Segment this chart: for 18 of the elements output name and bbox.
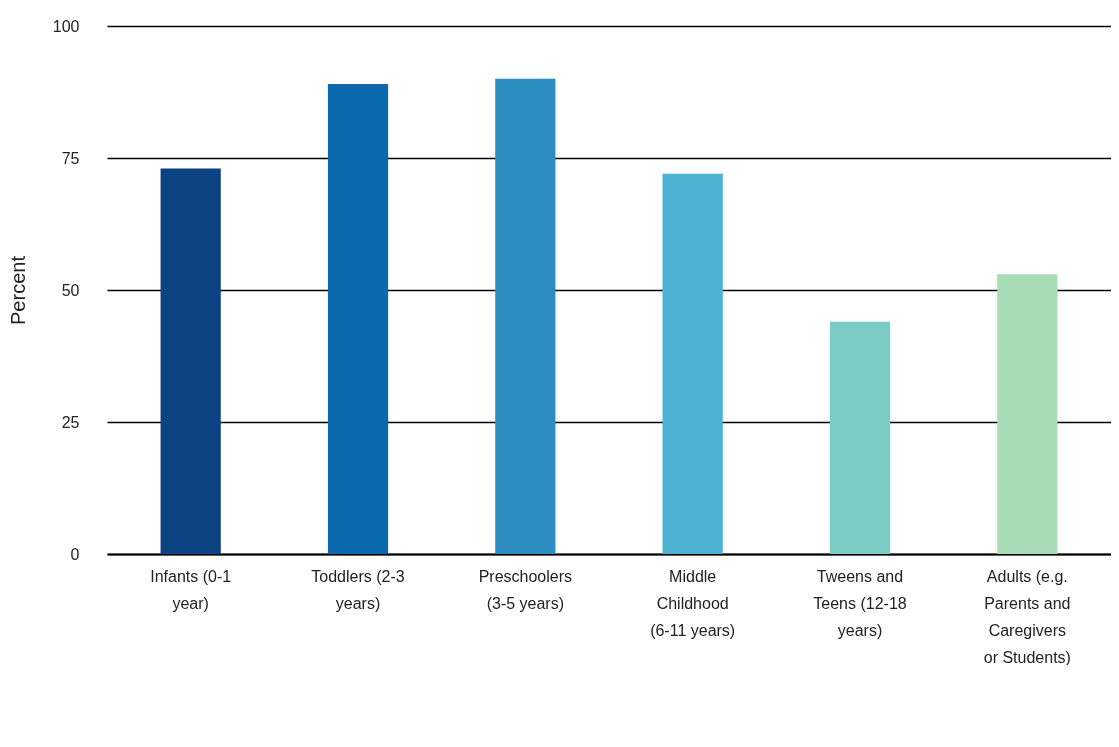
y-tick-label: 75 — [61, 149, 80, 167]
y-axis-title: Percent — [6, 255, 29, 325]
x-tick-label: Preschoolers (3-5 years) — [478, 567, 573, 612]
bar — [829, 321, 891, 554]
x-tick-label: Tweens and Teens (12-18 years) — [813, 567, 907, 639]
x-tick-label: Toddlers (2-3 years) — [311, 567, 405, 612]
x-tick-label: Middle Childhood (6-11 years) — [650, 567, 736, 639]
bar — [495, 78, 556, 554]
x-tick-label: Infants (0-1 year) — [150, 567, 232, 612]
y-tick-label: 0 — [70, 545, 80, 563]
bar — [327, 84, 389, 554]
bar — [662, 173, 723, 554]
bar — [160, 168, 221, 554]
x-tick-label: Adults (e.g. Parents and Caregivers or Students) — [983, 567, 1071, 666]
y-tick-label: 100 — [52, 17, 80, 35]
y-tick-label: 50 — [61, 281, 80, 299]
bar — [997, 274, 1058, 554]
y-tick-label: 25 — [61, 413, 80, 431]
